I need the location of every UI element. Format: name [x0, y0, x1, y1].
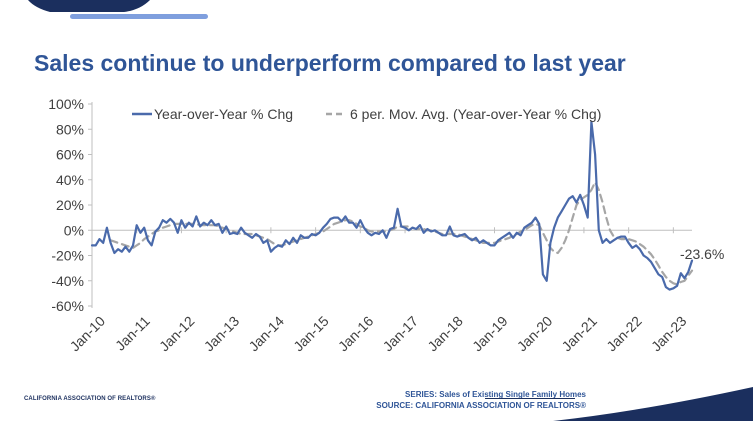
x-tick-label: Jan-21: [558, 313, 600, 355]
y-tick-label: 0%: [64, 222, 84, 238]
series-note: SERIES: Sales of Existing Single Family …: [405, 390, 586, 399]
org-label: CALIFORNIA ASSOCIATION OF REALTORS®: [24, 396, 156, 402]
y-tick-label: -20%: [51, 248, 84, 264]
chart-series: [90, 120, 694, 291]
y-tick-label: 40%: [56, 172, 84, 188]
page-title: Sales continue to underperform compared …: [34, 50, 626, 76]
corner-decoration: [28, 0, 150, 12]
x-tick-label: Jan-23: [648, 313, 690, 355]
x-tick-label: Jan-19: [469, 313, 511, 355]
x-tick-label: Jan-14: [245, 313, 287, 355]
y-tick-label: -60%: [51, 298, 84, 314]
y-tick-label: 100%: [48, 96, 84, 112]
legend-label-mavg: 6 per. Mov. Avg. (Year-over-Year % Chg): [350, 106, 601, 122]
legend-label-yoy: Year-over-Year % Chg: [154, 106, 293, 122]
x-tick-label: Jan-16: [335, 313, 377, 355]
x-tick-label: Jan-17: [380, 313, 422, 355]
chart-axes: 100%80%60%40%20%0%-20%-40%-60%Jan-10 Jan-…: [48, 96, 692, 354]
y-tick-label: 80%: [56, 121, 84, 137]
accent-bar: [70, 14, 208, 19]
x-tick-label: Jan-13: [201, 313, 243, 355]
x-tick-label: Jan-22: [603, 313, 645, 355]
x-tick-label: Jan-20: [514, 313, 556, 355]
series-line-yoy: [90, 120, 694, 291]
y-tick-label: -40%: [51, 273, 84, 289]
chart-legend: Year-over-Year % Chg 6 per. Mov. Avg. (Y…: [132, 106, 601, 122]
x-tick-label: Jan-11: [112, 313, 153, 354]
x-tick-label: Jan-12: [156, 313, 198, 355]
latest-value-annotation: -23.6%: [680, 246, 724, 262]
x-tick-label: Jan-15: [290, 313, 332, 355]
footer-rule: [485, 398, 575, 399]
source-note: SOURCE: CALIFORNIA ASSOCIATION OF REALTO…: [376, 401, 586, 410]
footer-swoosh: [553, 387, 753, 421]
x-tick-label: Jan-10: [67, 313, 109, 355]
x-tick-label: Jan-18: [424, 313, 466, 355]
series-line-mavg: [109, 181, 694, 286]
source-notes: SERIES: Sales of Existing Single Family …: [376, 389, 586, 411]
y-tick-label: 20%: [56, 197, 84, 213]
y-tick-label: 60%: [56, 147, 84, 163]
